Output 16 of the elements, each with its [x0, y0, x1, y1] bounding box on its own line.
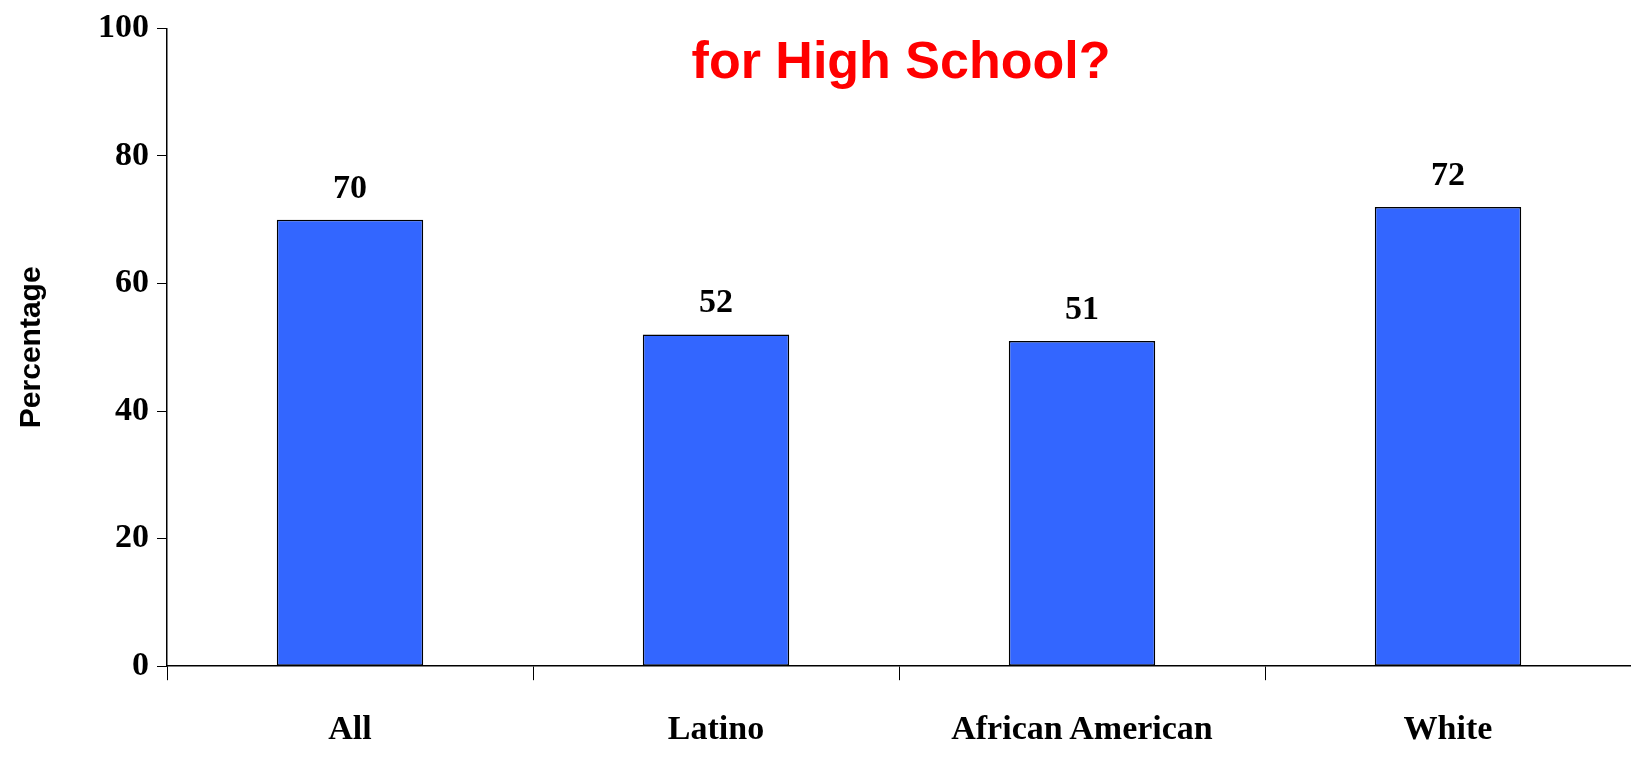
x-tick-label: African American [951, 709, 1213, 747]
y-tick-label: 60 [115, 262, 149, 300]
y-tick-label: 0 [132, 644, 149, 682]
x-tick-label: Latino [667, 709, 765, 747]
data-label: 70 [333, 167, 367, 205]
data-label: 72 [1431, 154, 1465, 192]
y-tick-label: 40 [115, 389, 149, 427]
chart-title: for High School? [690, 30, 1112, 90]
y-tick-label: 80 [115, 134, 149, 172]
y-tick-label: 100 [98, 7, 149, 45]
data-label: 51 [1065, 288, 1099, 326]
x-tick-label: White [1403, 709, 1493, 747]
y-tick-label: 20 [115, 517, 149, 555]
data-label: 52 [699, 282, 733, 320]
x-tick-label: All [328, 709, 372, 747]
y-axis-title: Percentage [13, 266, 47, 429]
